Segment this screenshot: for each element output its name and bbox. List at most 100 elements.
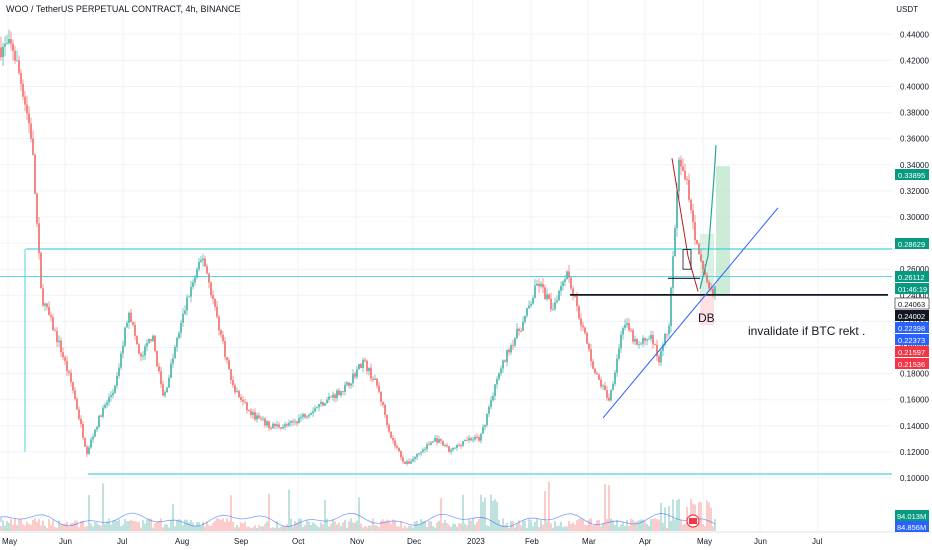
candle-body <box>136 335 138 345</box>
candle-body <box>194 277 196 283</box>
candle-body <box>614 372 616 384</box>
volume-bar <box>204 526 206 531</box>
candle-body <box>628 323 630 331</box>
price-label-bg <box>895 358 929 369</box>
volume-bar <box>104 523 106 531</box>
candle-body <box>538 283 540 287</box>
volume-bar <box>122 524 124 531</box>
candle-body <box>498 373 500 380</box>
candle-body <box>44 303 46 306</box>
candle-body <box>268 421 270 428</box>
volume-bar <box>586 525 588 531</box>
candle-body <box>172 358 174 364</box>
candle-body <box>658 356 660 363</box>
candle-body <box>222 334 224 342</box>
candle-body <box>660 350 662 363</box>
volume-bar <box>544 491 546 531</box>
volume-bar <box>306 519 308 531</box>
volume-bar <box>616 519 618 531</box>
volume-bar <box>386 519 388 531</box>
candle-body <box>638 344 640 345</box>
volume-bar <box>584 525 586 531</box>
candle-body <box>158 366 160 372</box>
volume-bar <box>670 520 672 531</box>
candle-body <box>630 330 632 331</box>
candle-body <box>580 318 582 326</box>
volume-bar <box>310 525 312 531</box>
candle-body <box>304 414 306 418</box>
candle-body <box>674 228 676 257</box>
candle-body <box>176 337 178 348</box>
candle-body <box>354 373 356 377</box>
volume-bar <box>86 526 88 531</box>
candle-body <box>156 350 158 367</box>
volume-bar <box>280 526 282 531</box>
candle-body <box>182 313 184 323</box>
y-tick-label: 0.38000 <box>900 109 929 118</box>
x-tick-label: Feb <box>525 537 539 546</box>
candle-body <box>432 441 434 443</box>
volume-bar <box>468 519 470 531</box>
candle-body <box>14 50 16 61</box>
candle-body <box>414 457 416 460</box>
candle-body <box>80 418 82 424</box>
volume-bar <box>618 527 620 531</box>
candle-body <box>518 328 520 331</box>
candle-body <box>450 449 452 452</box>
candle-body <box>244 401 246 403</box>
candle-body <box>58 340 60 343</box>
volume-bar <box>128 521 130 531</box>
y-tick-label: 0.36000 <box>900 135 929 144</box>
volume-bar <box>706 500 708 531</box>
volume-bar <box>200 525 202 531</box>
candle-body <box>626 323 628 325</box>
volume-bar <box>638 520 640 531</box>
candle-body <box>480 433 482 441</box>
candle-body <box>186 297 188 311</box>
volume-bar <box>396 526 398 531</box>
volume-bar <box>680 519 682 531</box>
volume-bar <box>20 518 22 531</box>
candle-body <box>154 335 156 351</box>
volume-bar <box>62 524 64 531</box>
candle-body <box>702 260 704 270</box>
volume-bar <box>132 520 134 531</box>
volume-bar <box>196 521 198 531</box>
volume-bar <box>106 521 108 531</box>
volume-bar <box>492 500 494 531</box>
candle-body <box>488 406 490 414</box>
volume-bar <box>140 527 142 531</box>
volume-bar <box>270 527 272 531</box>
candle-body <box>204 258 206 267</box>
volume-bar <box>652 518 654 531</box>
volume-bar <box>700 502 702 531</box>
volume-bar <box>704 526 706 531</box>
candle-body <box>368 367 370 372</box>
candle-body <box>90 439 92 448</box>
volume-bar <box>102 483 104 531</box>
candle-body <box>442 440 444 446</box>
candle-body <box>372 378 374 380</box>
candle-body <box>48 306 50 316</box>
candle-body <box>134 324 136 336</box>
candle-body <box>552 309 554 310</box>
candle-body <box>604 385 606 391</box>
volume-bar <box>164 524 166 531</box>
volume-bar <box>380 520 382 531</box>
volume-bar <box>376 525 378 531</box>
volume-bar <box>598 519 600 531</box>
candle-body <box>536 283 538 286</box>
volume-bar <box>446 523 448 531</box>
volume-bar <box>188 522 190 531</box>
candle-body <box>500 368 502 374</box>
candle-body <box>4 43 6 47</box>
volume-bar <box>10 518 12 531</box>
volume-bar <box>400 520 402 531</box>
volume-bar <box>582 519 584 531</box>
candle-body <box>12 43 14 51</box>
volume-bar <box>596 520 598 531</box>
volume-bar <box>560 521 562 531</box>
candle-body <box>464 439 466 442</box>
candle-body <box>232 379 234 386</box>
